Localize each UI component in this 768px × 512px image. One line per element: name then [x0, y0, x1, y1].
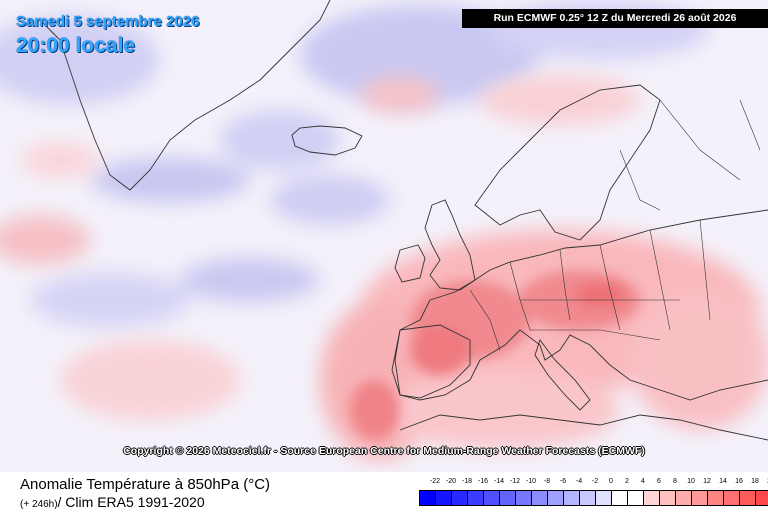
scale-label: 16 — [735, 478, 743, 485]
country-borders — [469, 99, 761, 351]
scale-swatch — [676, 491, 692, 505]
iceland-outline — [291, 125, 363, 156]
scale-label: 14 — [719, 478, 727, 485]
scale-label: -6 — [559, 478, 567, 485]
scale-swatch — [740, 491, 756, 505]
ireland-outline — [394, 244, 426, 283]
north-africa-outline — [399, 414, 768, 441]
scale-labels: -22 -20 -18 -16 -14 -12 -10 -8 -6 -4 -2 0 2 4 6 8 10 12 14… — [419, 478, 768, 488]
iberia-outline — [391, 324, 471, 399]
scale-label: -22 — [429, 478, 441, 485]
scandinavia-outline — [474, 84, 661, 241]
scale-label: 6 — [657, 478, 661, 485]
scale-label: 18 — [751, 478, 759, 485]
scale-swatch — [452, 491, 468, 505]
scale-swatch — [548, 491, 564, 505]
scale-swatch — [436, 491, 452, 505]
scale-swatch — [628, 491, 644, 505]
map-title: Anomalie Température à 850hPa (°C) — [20, 476, 271, 493]
temperature-anomaly-map — [0, 0, 768, 472]
scale-label: 10 — [687, 478, 695, 485]
scale-swatch — [692, 491, 708, 505]
scale-label: -10 — [525, 478, 537, 485]
scale-label: -18 — [461, 478, 473, 485]
climatology-label: / Clim ERA5 1991-2020 — [57, 494, 205, 510]
scale-label: -8 — [543, 478, 551, 485]
scale-swatch — [724, 491, 740, 505]
scale-label: 4 — [641, 478, 645, 485]
scale-label: 8 — [673, 478, 677, 485]
scale-bar — [419, 490, 768, 506]
europe-outline — [394, 209, 768, 401]
scale-swatch — [532, 491, 548, 505]
scale-swatch — [580, 491, 596, 505]
scale-swatch — [500, 491, 516, 505]
forecast-date: Samedi 5 septembre 2026 — [16, 13, 200, 30]
lead-time: (+ 246h) — [20, 499, 58, 510]
scale-label: -2 — [591, 478, 599, 485]
britain-outline — [424, 199, 476, 291]
scale-swatch — [660, 491, 676, 505]
scale-label: -4 — [575, 478, 583, 485]
scale-swatch — [708, 491, 724, 505]
scale-label: -16 — [477, 478, 489, 485]
italy-outline — [534, 339, 591, 411]
scale-label: 20 — [763, 478, 768, 485]
scale-label: -12 — [509, 478, 521, 485]
scale-label: -20 — [445, 478, 457, 485]
map-subtitle: (+ 246h)/ Clim ERA5 1991-2020 — [20, 494, 205, 510]
scale-swatch — [516, 491, 532, 505]
coastlines — [39, 0, 768, 441]
scale-label: -14 — [493, 478, 505, 485]
scale-label: 0 — [609, 478, 613, 485]
scale-swatch — [644, 491, 660, 505]
cold-anomaly-areas — [0, 0, 710, 328]
greenland-outline — [39, 0, 331, 191]
scale-swatch — [756, 491, 768, 505]
scale-swatch — [420, 491, 436, 505]
scale-label: 2 — [625, 478, 629, 485]
scale-swatch — [596, 491, 612, 505]
scale-swatch — [564, 491, 580, 505]
forecast-time: 20:00 locale — [16, 34, 136, 57]
scale-label: 12 — [703, 478, 711, 485]
copyright-credit: Copyright © 2026 Meteociel.fr - Source E… — [123, 445, 645, 457]
scale-swatch — [484, 491, 500, 505]
scale-swatch — [468, 491, 484, 505]
run-banner: Run ECMWF 0.25° 12 Z du Mercredi 26 août… — [462, 9, 768, 28]
scale-swatch — [612, 491, 628, 505]
